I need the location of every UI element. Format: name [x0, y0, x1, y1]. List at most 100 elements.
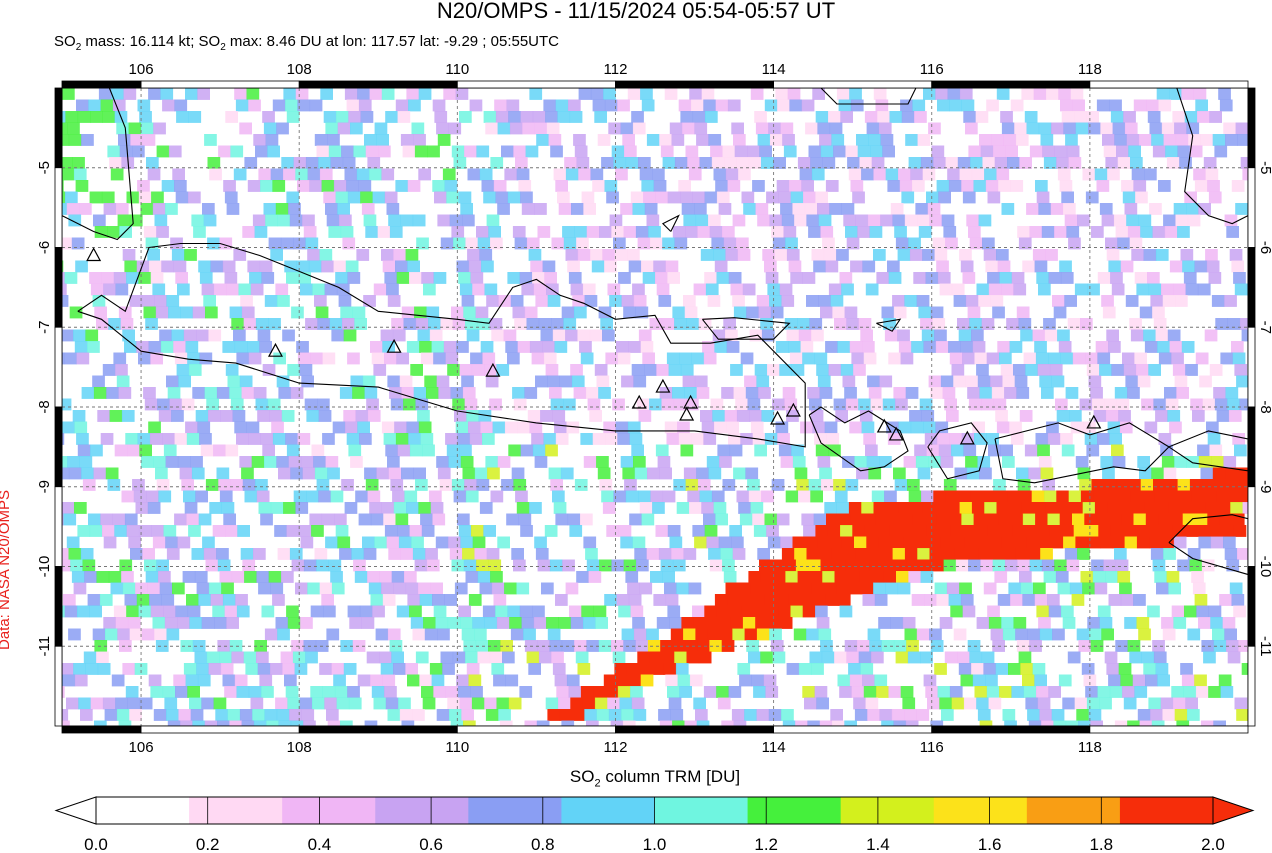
so2-pixel — [743, 203, 756, 215]
so2-pixel — [1038, 203, 1052, 215]
so2-pixel — [663, 663, 677, 675]
so2-pixel — [636, 559, 649, 572]
so2-pixel — [246, 421, 260, 434]
so2-pixel — [1097, 433, 1110, 445]
so2-pixel — [537, 226, 551, 238]
so2-pixel — [574, 226, 588, 238]
so2-pixel — [582, 283, 596, 296]
so2-pixel — [967, 306, 981, 319]
so2-pixel — [974, 352, 988, 365]
so2-pixel — [686, 318, 700, 330]
so2-pixel — [1117, 490, 1131, 503]
so2-pixel — [733, 720, 747, 726]
so2-pixel — [887, 180, 901, 192]
so2-pixel — [812, 421, 826, 434]
so2-pixel — [347, 191, 361, 204]
so2-pixel — [333, 260, 347, 273]
so2-pixel — [611, 226, 624, 238]
lon-tick-label-bottom: 110 — [445, 739, 469, 756]
so2-pixel — [519, 605, 533, 618]
so2-pixel — [1174, 375, 1188, 388]
so2-pixel — [357, 421, 370, 434]
lon-tick-label-bottom: 106 — [129, 739, 154, 756]
so2-pixel — [1188, 134, 1201, 146]
so2-pixel — [537, 559, 551, 572]
so2-pixel — [873, 249, 886, 261]
so2-pixel — [497, 536, 510, 549]
so2-pixel — [381, 421, 395, 434]
so2-pixel — [339, 387, 353, 399]
so2-pixel — [67, 122, 80, 135]
so2-pixel — [202, 203, 215, 215]
so2-pixel — [404, 490, 418, 503]
frame-bar-top — [773, 80, 933, 89]
so2-pixel — [1026, 203, 1039, 215]
so2-pixel — [1158, 433, 1172, 445]
so2-pixel — [963, 111, 976, 123]
so2-pixel — [722, 145, 736, 158]
so2-pixel — [1173, 697, 1186, 710]
so2-pixel — [889, 111, 903, 123]
so2-pixel — [887, 260, 900, 273]
so2-pixel — [795, 720, 808, 726]
so2-pixel — [888, 686, 902, 698]
so2-pixel — [798, 663, 812, 675]
so2-pixel — [649, 651, 663, 664]
so2-pixel — [801, 594, 814, 606]
so2-pixel — [1083, 674, 1097, 687]
so2-pixel — [393, 249, 406, 261]
so2-pixel — [638, 410, 652, 422]
so2-pixel — [804, 536, 818, 549]
so2-pixel — [923, 674, 937, 687]
so2-pixel — [466, 329, 480, 342]
so2-pixel — [1019, 571, 1032, 583]
so2-pixel — [459, 444, 472, 457]
frame-bar-left — [54, 645, 63, 727]
so2-pixel — [1237, 134, 1248, 146]
so2-pixel — [669, 122, 683, 135]
so2-pixel — [1077, 467, 1091, 480]
so2-pixel — [1033, 582, 1046, 595]
so2-pixel — [1072, 352, 1086, 365]
so2-pixel — [772, 398, 785, 411]
so2-pixel — [1134, 352, 1147, 365]
so2-pixel — [1063, 122, 1077, 135]
so2-pixel — [1122, 352, 1135, 365]
so2-pixel — [939, 617, 953, 629]
so2-pixel — [862, 513, 876, 526]
so2-pixel — [850, 260, 863, 273]
so2-pixel — [936, 594, 949, 606]
so2-pixel — [710, 398, 724, 411]
so2-pixel — [208, 329, 222, 342]
so2-pixel — [1010, 99, 1024, 112]
so2-pixel — [230, 479, 244, 491]
so2-pixel — [870, 145, 883, 158]
so2-pixel — [583, 536, 597, 549]
so2-pixel — [175, 272, 188, 284]
so2-pixel — [346, 99, 360, 112]
so2-pixel — [1145, 513, 1159, 526]
so2-pixel — [615, 421, 629, 434]
so2-pixel — [1149, 122, 1163, 135]
so2-pixel — [354, 318, 367, 330]
so2-pixel — [917, 134, 931, 146]
colorbar-label: SO2 column TRM [DU] — [0, 767, 1272, 789]
so2-pixel — [253, 720, 267, 726]
so2-pixel — [785, 571, 798, 583]
so2-pixel — [392, 490, 405, 503]
so2-pixel — [432, 594, 445, 606]
so2-pixel — [826, 513, 839, 526]
so2-pixel — [1140, 479, 1154, 491]
so2-pixel — [586, 720, 599, 726]
so2-pixel — [979, 387, 993, 399]
frame-bar-bottom — [456, 725, 616, 734]
so2-pixel — [147, 502, 161, 514]
so2-pixel — [718, 617, 731, 629]
so2-pixel — [1114, 387, 1128, 399]
so2-pixel — [430, 582, 443, 595]
so2-pixel — [885, 582, 899, 595]
so2-pixel — [449, 214, 463, 227]
so2-pixel — [678, 433, 692, 445]
so2-pixel — [1111, 364, 1125, 376]
